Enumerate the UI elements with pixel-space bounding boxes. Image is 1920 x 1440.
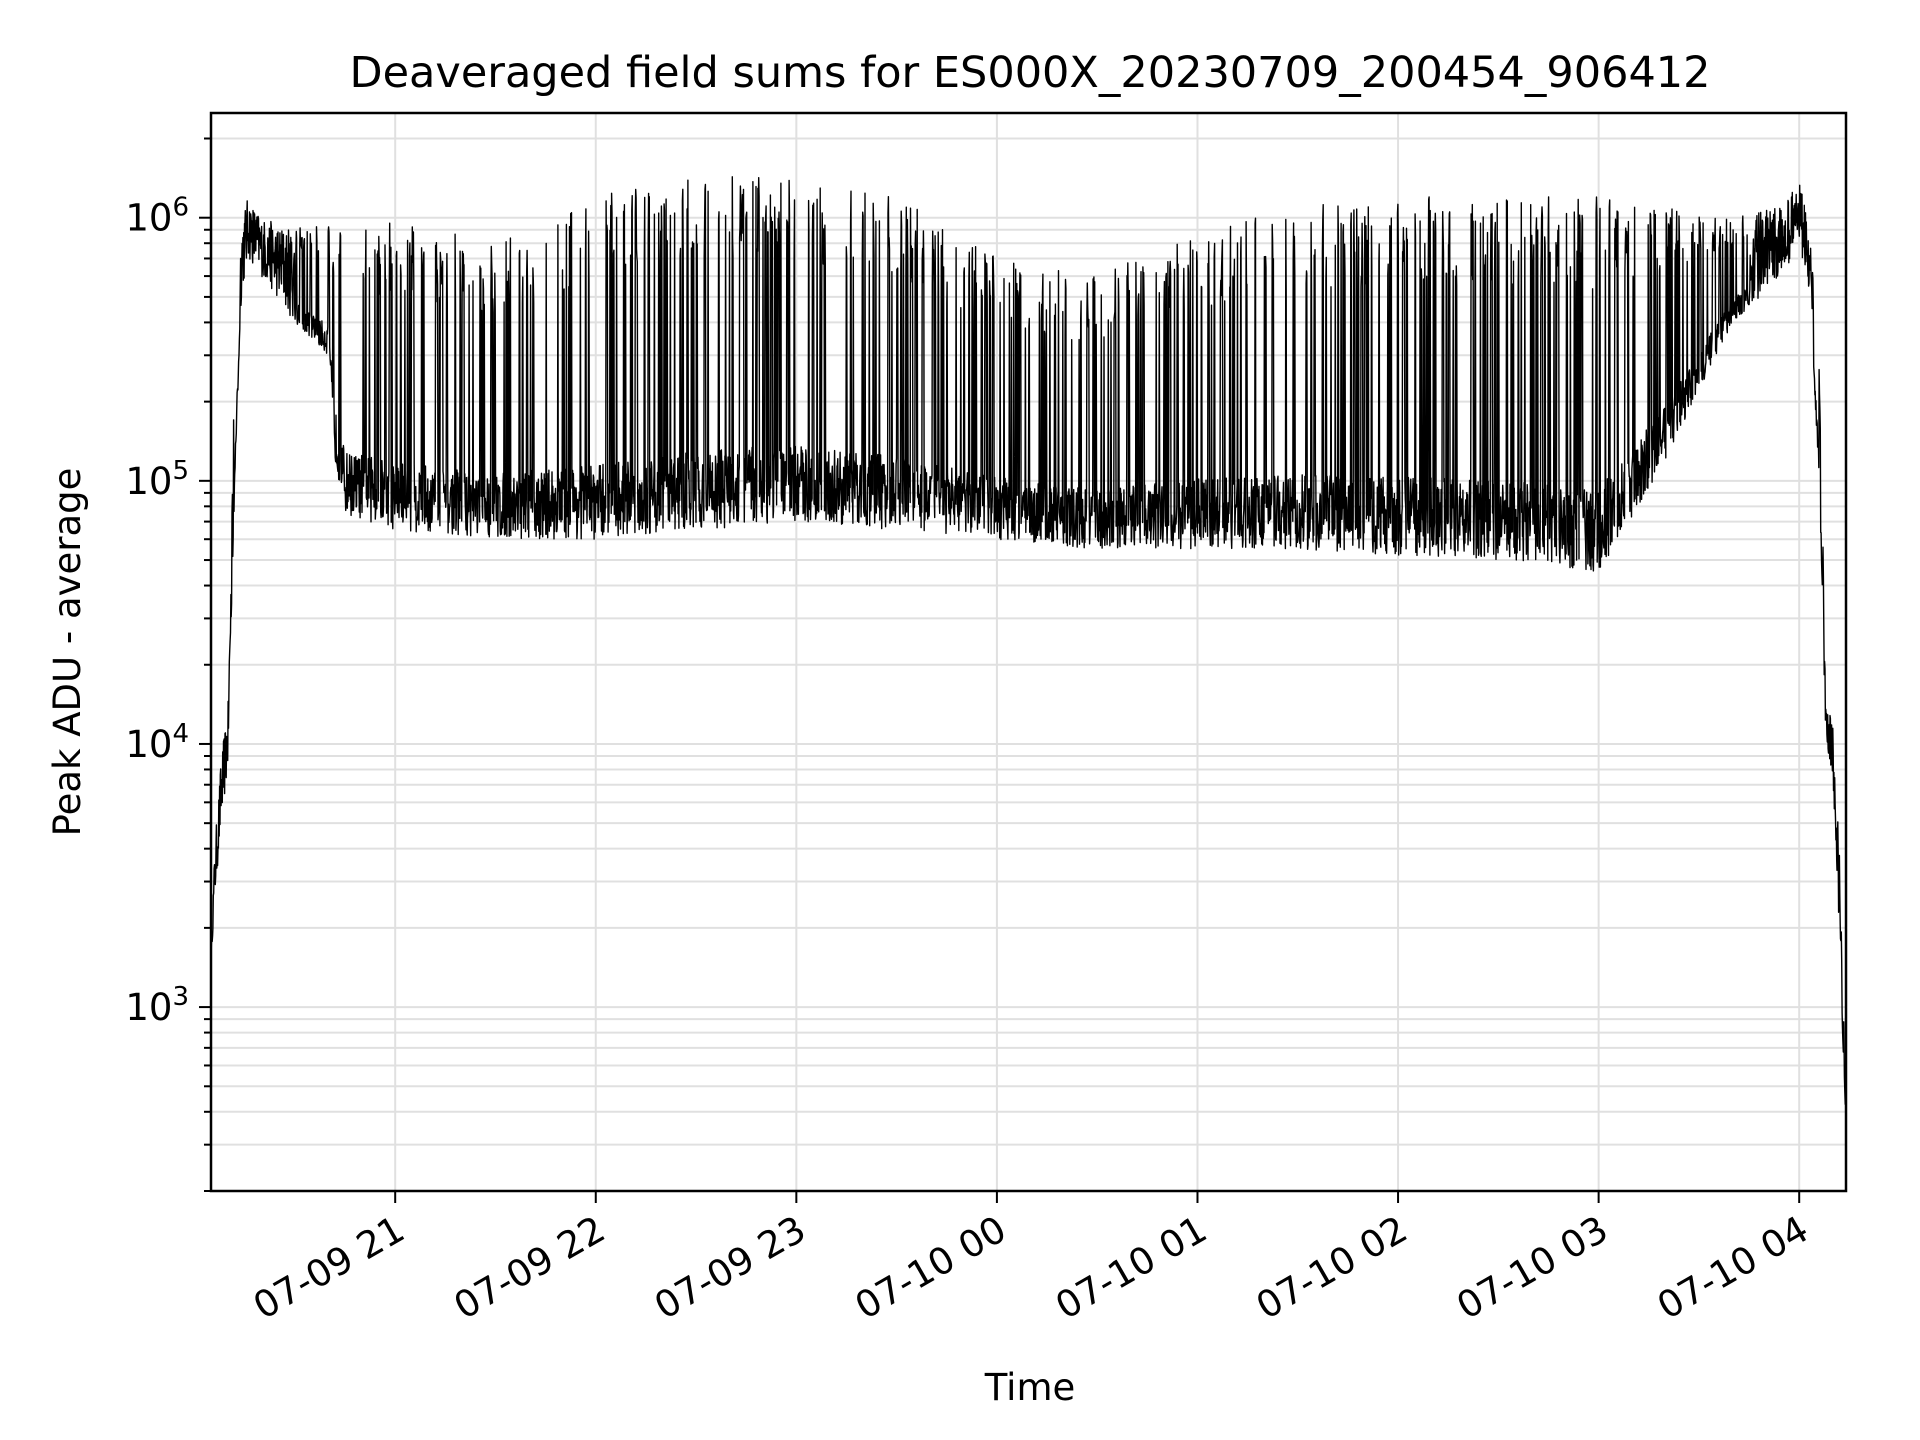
y-axis-label: Peak ADU - average (46, 468, 89, 837)
y-tick-label: 104 (125, 719, 189, 766)
series-group (210, 176, 1847, 1105)
series-line (210, 176, 1847, 1105)
x-axis-label: Time (984, 1366, 1076, 1409)
chart-title: Deaveraged field sums for ES000X_2023070… (349, 48, 1710, 98)
y-tick-label: 106 (125, 193, 189, 240)
y-axis: 103 104 105 106 (125, 137, 211, 1192)
y-tick-label: 103 (125, 982, 189, 1029)
plot-frame (209, 111, 1848, 1193)
y-tick-label: 105 (125, 456, 189, 503)
